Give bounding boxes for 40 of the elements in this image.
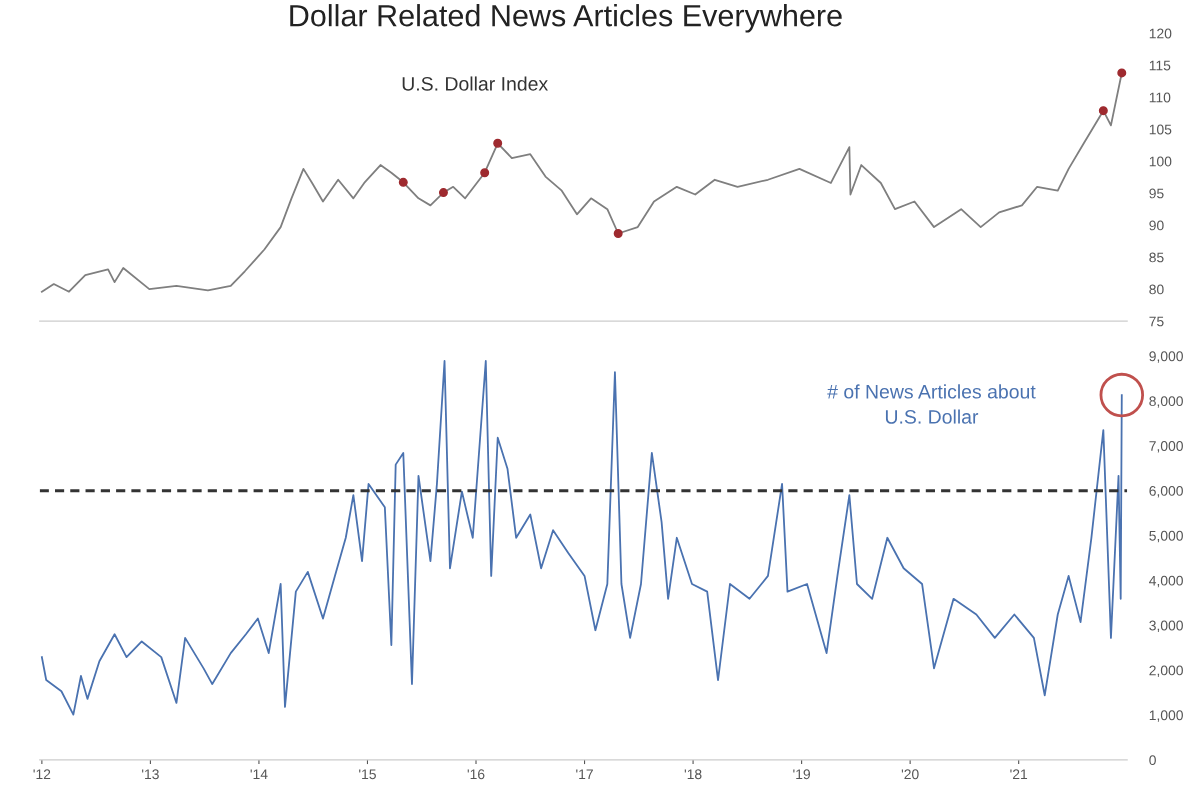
y-tick-label: 2,000 <box>1149 665 1183 677</box>
x-tick-label: '14 <box>250 769 268 779</box>
y-tick-label: 95 <box>1149 188 1164 199</box>
point <box>493 138 503 148</box>
x-tick-label: '20 <box>901 769 919 780</box>
y-tick-label: 3,000 <box>1149 620 1183 633</box>
y-tick-label: 1,000 <box>1149 710 1183 722</box>
y-tick-label: 5,000 <box>1149 530 1183 543</box>
point <box>398 177 408 187</box>
x-tick-label: '17 <box>576 769 593 779</box>
x-tick-label: '19 <box>793 769 810 780</box>
y-tick-label: 110 <box>1149 92 1171 103</box>
y-tick-label: 105 <box>1149 124 1172 135</box>
text: U.S. Dollar Index <box>402 76 548 91</box>
point <box>438 188 448 198</box>
y-tick-label: 4,000 <box>1149 575 1183 588</box>
x-tick-label: '13 <box>142 769 159 780</box>
text: # of News Articles about U.S. Dollar <box>827 384 1036 424</box>
x-tick-label: '15 <box>359 769 376 780</box>
x-tick-label: '12 <box>33 769 51 779</box>
chart-title: Dollar Related News Articles Everywhere <box>290 4 842 33</box>
y-tick-label: 85 <box>1149 252 1164 263</box>
x-tick-label: '16 <box>467 769 485 780</box>
y-tick-label: 100 <box>1149 156 1172 167</box>
y-tick-label: 90 <box>1149 220 1164 231</box>
y-tick-label: 8,000 <box>1149 396 1183 408</box>
point <box>480 168 490 178</box>
y-tick-label: 6,000 <box>1149 485 1183 498</box>
x-tick-label: '18 <box>684 769 702 780</box>
y-tick-label: 75 <box>1149 316 1164 327</box>
y-tick-label: 0 <box>1149 755 1156 766</box>
x-tick-label: '21 <box>1010 769 1028 779</box>
point <box>1098 106 1108 116</box>
y-tick-label: 80 <box>1149 284 1164 295</box>
point <box>1117 68 1127 78</box>
y-tick-label: 120 <box>1149 28 1172 39</box>
y-tick-label: 9,000 <box>1149 351 1183 363</box>
y-tick-label: 7,000 <box>1149 441 1183 453</box>
y-tick-label: 115 <box>1149 60 1171 71</box>
point <box>613 229 623 239</box>
